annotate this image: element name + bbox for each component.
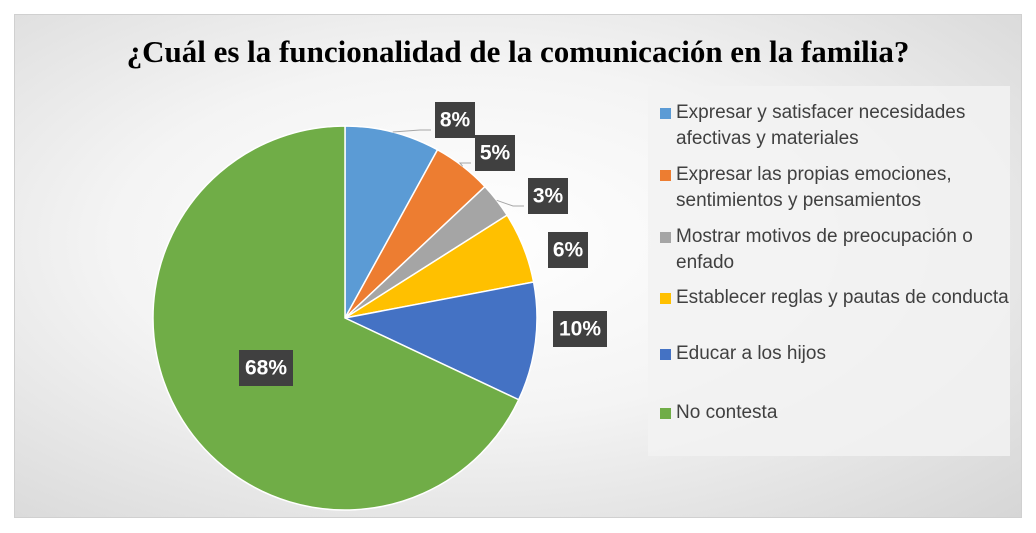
value-label-box [475,135,515,171]
legend: Expresar y satisfacer necesidades afecti… [648,86,1010,456]
legend-swatch [660,232,671,243]
legend-label: No contesta [676,402,778,423]
leader-line [458,162,471,167]
legend-swatch [660,408,671,419]
chart-title: ¿Cuál es la funcionalidad de la comunica… [127,34,910,69]
pie-slice [152,125,520,511]
legend-label: Expresar las propias emociones, sentimie… [676,164,952,211]
pie-slice [342,281,538,401]
value-label-box [528,178,568,214]
value-label: 5% [480,142,511,165]
leader-line [392,129,431,133]
legend-swatch [660,108,671,119]
legend-swatch [660,170,671,181]
legend-swatch [660,349,671,360]
value-label: 10% [559,318,601,341]
legend-item: Expresar las propias emociones, sentimie… [660,162,1021,214]
legend-label: Expresar y satisfacer necesidades afecti… [676,102,966,149]
value-label-box [239,350,293,386]
value-label-box [548,232,588,268]
value-label-box [435,102,475,138]
leader-line [496,199,524,207]
legend-label: Establecer reglas y pautas de conducta [676,287,1009,308]
legend-item: No contesta [660,400,1021,426]
legend-swatch [660,293,671,304]
legend-item: Mostrar motivos de preocupación o enfado [660,224,1021,276]
value-label: 68% [245,357,287,380]
legend-item: Establecer reglas y pautas de conducta [660,285,1021,311]
legend-item: Expresar y satisfacer necesidades afecti… [660,100,1021,152]
legend-item: Educar a los hijos [660,341,1021,367]
value-label: 6% [553,239,584,262]
value-label-box [553,311,607,347]
pie-slice [344,125,439,319]
value-label: 8% [440,109,471,132]
legend-label: Mostrar motivos de preocupación o enfado [676,226,973,273]
legend-label: Educar a los hijos [676,343,826,364]
value-label: 3% [533,185,564,208]
